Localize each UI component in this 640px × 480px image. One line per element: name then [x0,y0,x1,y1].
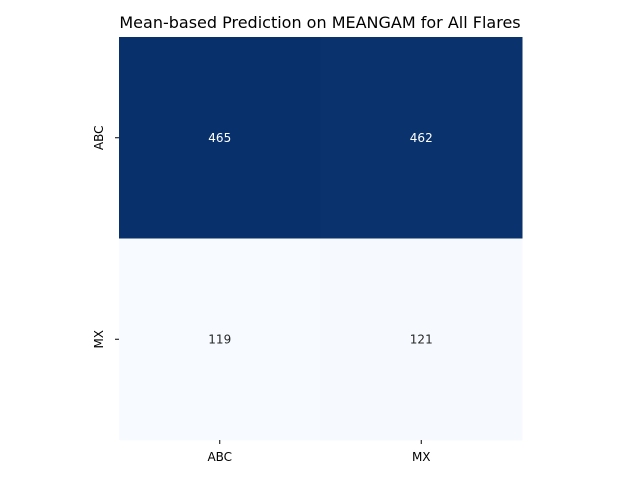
heatmap-cell [119,37,321,239]
y-tick-label: MX [92,330,106,349]
cell-value-label: 119 [208,332,231,346]
heatmap-cells: 465 462 119 121 [119,37,523,441]
heatmap-cell [320,37,523,239]
cell-value-label: 462 [410,131,433,145]
heatmap-cell [119,238,321,441]
heatmap-axes: ABC MX ABC MX [92,125,431,464]
x-tick-label: MX [412,450,431,464]
chart-title: Mean-based Prediction on MEANGAM for All… [119,13,520,32]
y-tick-label: ABC [92,125,106,150]
heatmap-cell [320,238,523,441]
cell-value-label: 465 [208,131,231,145]
cell-value-label: 121 [410,332,433,346]
x-tick-label: ABC [207,450,232,464]
